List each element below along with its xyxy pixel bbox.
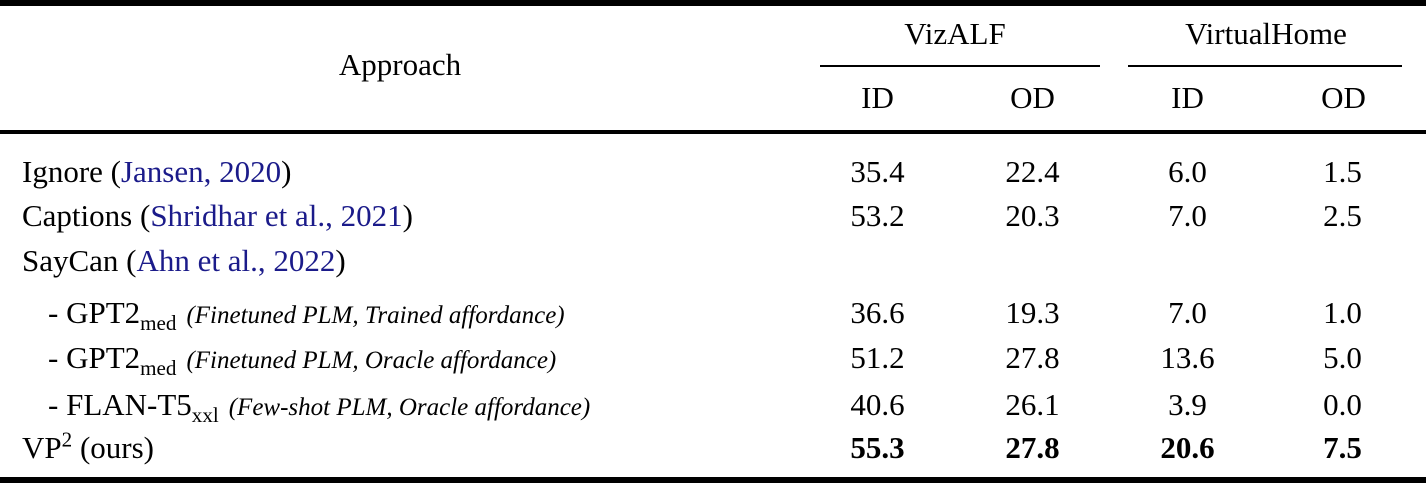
value-cell: 0.0 bbox=[1323, 387, 1362, 422]
approach-cell: - GPT2med (Finetuned PLM, Trained afforda… bbox=[0, 295, 800, 334]
approach-name-suffix: ) bbox=[335, 243, 346, 278]
value-cell: 1.0 bbox=[1323, 295, 1362, 330]
model-subscript: med bbox=[140, 356, 177, 381]
citation-link[interactable]: Ahn et al., 2022 bbox=[136, 243, 336, 278]
value-cell: 7.5 bbox=[1323, 430, 1362, 465]
value-cell: 1.5 bbox=[1323, 154, 1362, 189]
model-subscript: xxl bbox=[191, 403, 219, 428]
approach-name-suffix: ) bbox=[402, 198, 413, 233]
model-superscript: 2 bbox=[61, 427, 73, 452]
approach-name-suffix: (ours) bbox=[72, 430, 154, 465]
top-rule bbox=[0, 0, 1426, 6]
approach-name: - FLAN-T5 bbox=[48, 387, 192, 422]
virtualhome-cmidrule bbox=[1128, 65, 1402, 67]
approach-note: (Finetuned PLM, Trained affordance) bbox=[186, 302, 565, 329]
value-cell: 2.5 bbox=[1323, 198, 1362, 233]
citation-link[interactable]: Shridhar et al., 2021 bbox=[150, 198, 403, 233]
subheader-virtualhome-id: ID bbox=[1171, 80, 1204, 115]
value-cell: 20.6 bbox=[1160, 430, 1215, 465]
table-row-vp2-ours: VP2 (ours) 55.3 27.8 20.6 7.5 bbox=[0, 426, 1426, 470]
value-cell: 7.0 bbox=[1168, 198, 1207, 233]
citation-link[interactable]: Jansen, 2020 bbox=[120, 154, 282, 189]
table-row-gpt2-oracle: - GPT2med (Finetuned PLM, Oracle affordan… bbox=[0, 336, 1426, 380]
subheader-vizalf-id: ID bbox=[861, 80, 894, 115]
value-cell: 27.8 bbox=[1005, 430, 1060, 465]
value-cell: 22.4 bbox=[1005, 154, 1060, 189]
approach-name: SayCan ( bbox=[22, 243, 137, 278]
approach-column-header: Approach bbox=[338, 47, 462, 82]
value-cell: 5.0 bbox=[1323, 340, 1362, 375]
value-cell: 55.3 bbox=[850, 430, 905, 465]
bottom-rule bbox=[0, 477, 1426, 483]
approach-name: VP bbox=[22, 430, 62, 465]
approach-cell: SayCan (Ahn et al., 2022) bbox=[0, 243, 800, 279]
subheader-virtualhome-od: OD bbox=[1321, 80, 1366, 115]
value-cell: 51.2 bbox=[850, 340, 905, 375]
approach-cell: Ignore (Jansen, 2020) bbox=[0, 154, 800, 190]
value-cell: 13.6 bbox=[1160, 340, 1215, 375]
subheader-vizalf-od: OD bbox=[1010, 80, 1055, 115]
table-row-captions: Captions (Shridhar et al., 2021) 53.2 20… bbox=[0, 194, 1426, 238]
approach-name: Ignore ( bbox=[22, 154, 121, 189]
approach-note: (Finetuned PLM, Oracle affordance) bbox=[186, 347, 557, 374]
approach-name: - GPT2 bbox=[48, 340, 141, 375]
group-header-virtualhome: VirtualHome bbox=[1185, 16, 1347, 51]
group-header-vizalf: VizALF bbox=[904, 16, 1006, 51]
value-cell: 7.0 bbox=[1168, 295, 1207, 330]
mid-rule bbox=[0, 130, 1426, 134]
table-row-saycan: SayCan (Ahn et al., 2022) bbox=[0, 239, 1426, 283]
value-cell: 19.3 bbox=[1005, 295, 1060, 330]
model-subscript: med bbox=[140, 311, 177, 336]
approach-name: Captions ( bbox=[22, 198, 151, 233]
value-cell: 40.6 bbox=[850, 387, 905, 422]
approach-name: - GPT2 bbox=[48, 295, 141, 330]
approach-note: (Few-shot PLM, Oracle affordance) bbox=[228, 394, 591, 421]
value-cell: 53.2 bbox=[850, 198, 905, 233]
value-cell: 6.0 bbox=[1168, 154, 1207, 189]
value-cell: 27.8 bbox=[1005, 340, 1060, 375]
value-cell: 35.4 bbox=[850, 154, 905, 189]
value-cell: 20.3 bbox=[1005, 198, 1060, 233]
approach-cell: - FLAN-T5xxl (Few-shot PLM, Oracle afford… bbox=[0, 387, 800, 426]
approach-name-suffix: ) bbox=[281, 154, 292, 189]
vizalf-cmidrule bbox=[820, 65, 1100, 67]
table-row-gpt2-trained: - GPT2med (Finetuned PLM, Trained afforda… bbox=[0, 291, 1426, 335]
approach-cell: Captions (Shridhar et al., 2021) bbox=[0, 198, 800, 234]
approach-cell: VP2 (ours) bbox=[0, 427, 800, 466]
table-row-flan-t5: - FLAN-T5xxl (Few-shot PLM, Oracle afford… bbox=[0, 383, 1426, 427]
value-cell: 36.6 bbox=[850, 295, 905, 330]
approach-cell: - GPT2med (Finetuned PLM, Oracle affordan… bbox=[0, 340, 800, 379]
value-cell: 26.1 bbox=[1005, 387, 1060, 422]
table-row-ignore: Ignore (Jansen, 2020) 35.4 22.4 6.0 1.5 bbox=[0, 150, 1426, 194]
value-cell: 3.9 bbox=[1168, 387, 1207, 422]
